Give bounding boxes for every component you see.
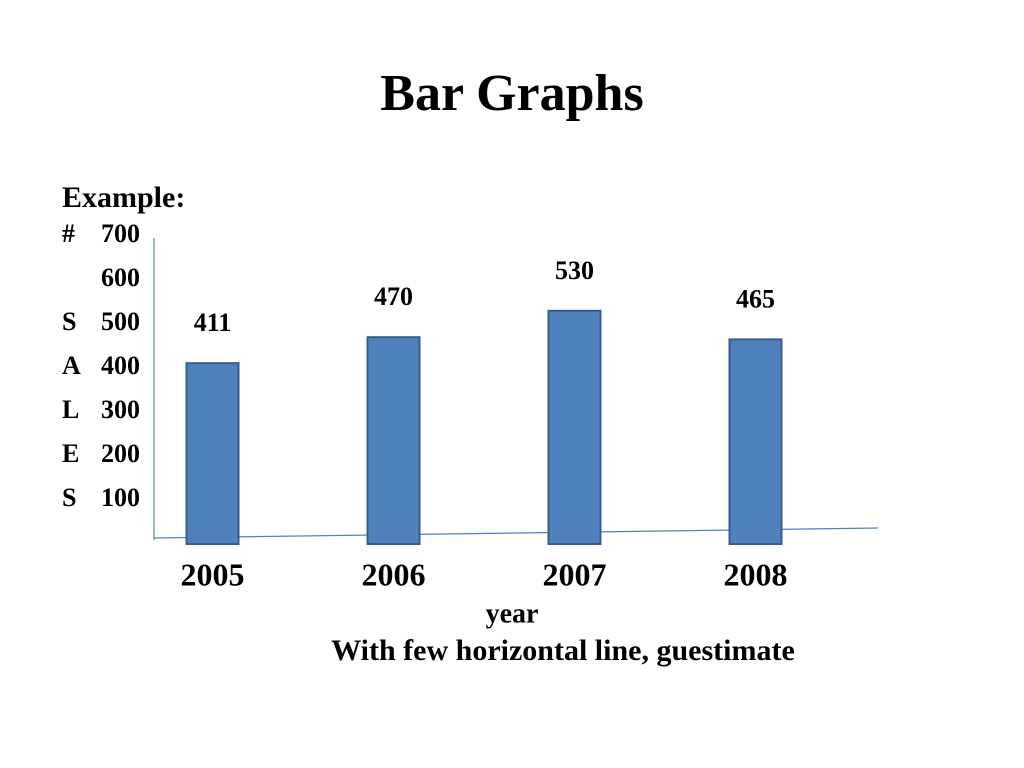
y-axis-letter: L (62, 395, 79, 424)
y-axis-letter: # (62, 219, 75, 248)
data-label: 530 (555, 256, 594, 285)
y-axis-letter: A (62, 351, 81, 380)
y-tick-label: 600 (101, 263, 140, 292)
y-axis-letter: E (62, 439, 79, 468)
data-label: 470 (374, 282, 413, 311)
y-tick-label: 200 (101, 439, 140, 468)
bar (728, 338, 783, 545)
x-tick-label: 2006 (362, 556, 426, 592)
data-label: 411 (194, 308, 232, 337)
data-label: 465 (736, 284, 775, 313)
y-tick-label: 300 (101, 395, 140, 424)
example-label: Example: (62, 181, 185, 214)
y-tick-label: 500 (101, 307, 140, 336)
x-tick-label: 2005 (181, 556, 245, 592)
bar (185, 362, 240, 545)
bar (366, 336, 421, 546)
y-axis-letter: S (62, 307, 76, 336)
bar (547, 309, 602, 545)
y-tick-label: 400 (101, 351, 140, 380)
x-axis-title: year (486, 598, 539, 629)
y-tick-label: 700 (101, 219, 140, 248)
x-tick-label: 2007 (543, 556, 607, 592)
note: With few horizontal line, guestimate (331, 634, 795, 667)
x-tick-label: 2008 (724, 556, 788, 592)
y-axis-letter: S (62, 483, 76, 512)
y-tick-label: 100 (101, 483, 140, 512)
slide-title: Bar Graphs (380, 65, 643, 122)
